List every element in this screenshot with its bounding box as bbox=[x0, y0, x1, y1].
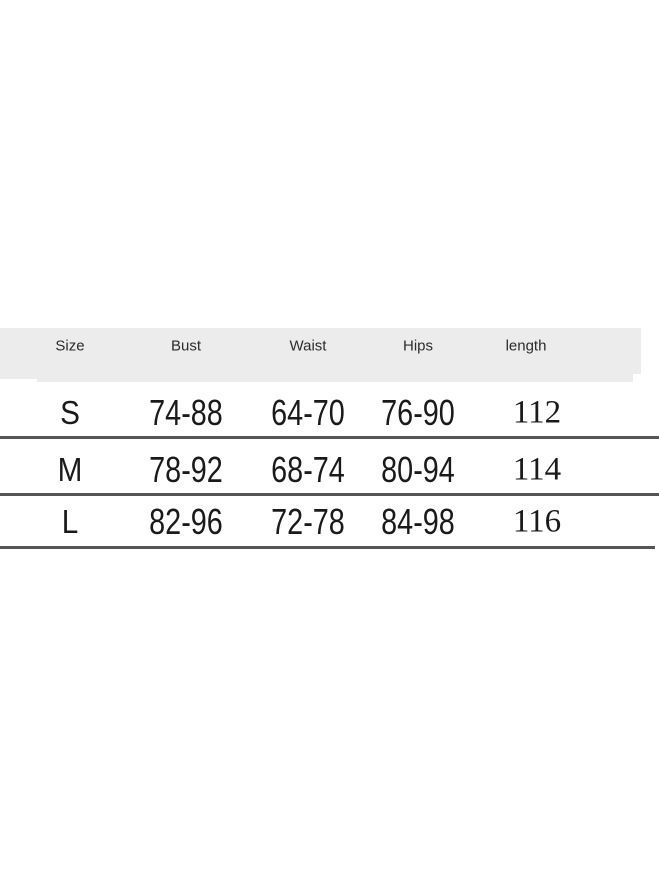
cell-hips-row-s: 76-90 bbox=[381, 392, 455, 433]
cell-waist-row-m: 68-74 bbox=[271, 449, 345, 490]
cell-size-row-l: L bbox=[61, 503, 79, 540]
header-edge-notch-left bbox=[0, 379, 37, 382]
cell-bust-row-s: 74-88 bbox=[149, 392, 223, 433]
cell-waist-row-l: 72-78 bbox=[271, 501, 345, 542]
cell-length-row-l: 116 bbox=[512, 503, 562, 540]
column-header-hips: Hips bbox=[402, 337, 434, 355]
header-edge-notch-right bbox=[633, 374, 641, 382]
cell-size-row-m: M bbox=[57, 451, 83, 488]
cell-bust-row-l: 82-96 bbox=[149, 501, 223, 542]
row-divider-1 bbox=[0, 436, 659, 439]
cell-hips-row-l: 84-98 bbox=[381, 501, 455, 542]
row-divider-3 bbox=[0, 546, 655, 549]
cell-length-row-s: 112 bbox=[512, 394, 562, 431]
column-header-waist: Waist bbox=[289, 337, 327, 355]
column-header-size: Size bbox=[55, 337, 85, 355]
cell-bust-row-m: 78-92 bbox=[149, 449, 223, 490]
column-header-bust: Bust bbox=[170, 337, 202, 355]
table-header-background bbox=[0, 328, 641, 382]
row-divider-2 bbox=[0, 493, 659, 496]
cell-hips-row-m: 80-94 bbox=[381, 449, 455, 490]
cell-length-row-m: 114 bbox=[512, 451, 562, 488]
cell-waist-row-s: 64-70 bbox=[271, 392, 345, 433]
column-header-length: length bbox=[505, 337, 547, 355]
cell-size-row-s: S bbox=[60, 394, 80, 431]
